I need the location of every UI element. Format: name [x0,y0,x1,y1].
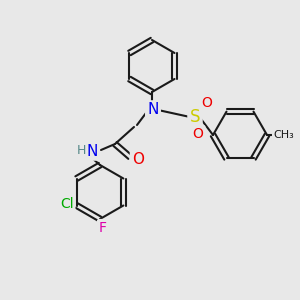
Text: O: O [202,96,212,110]
Text: F: F [99,221,107,235]
Text: H: H [76,145,86,158]
Text: S: S [190,108,200,126]
Text: N: N [86,143,98,158]
Text: O: O [193,127,203,141]
Text: O: O [132,152,144,166]
Text: Cl: Cl [60,196,74,211]
Text: N: N [147,103,159,118]
Text: CH₃: CH₃ [274,130,294,140]
